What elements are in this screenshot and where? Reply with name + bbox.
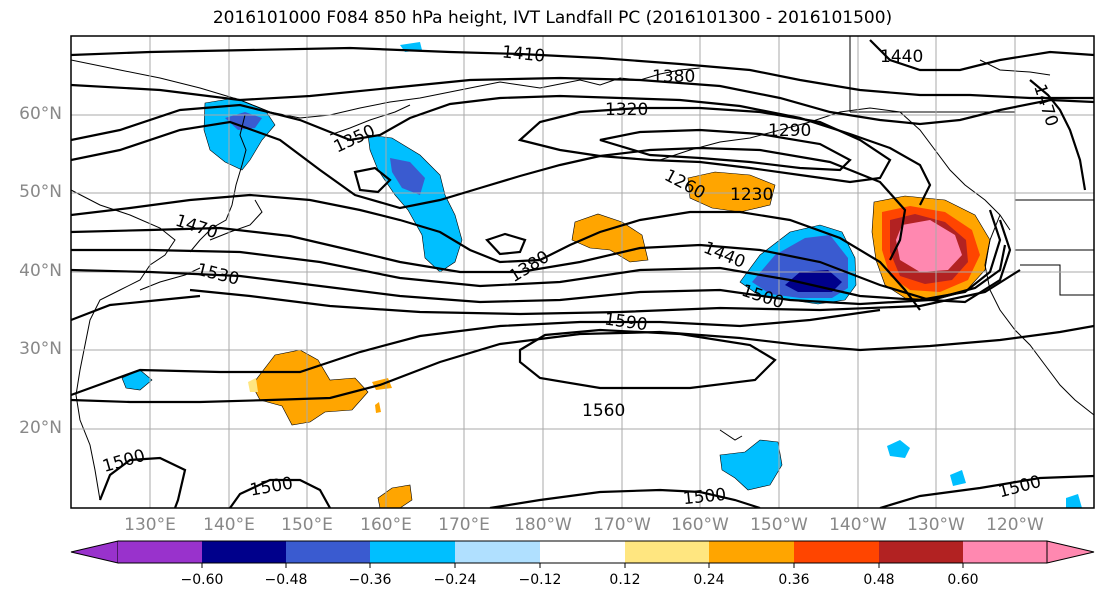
colorbar-tick-label: 0.60: [947, 572, 979, 588]
colorbar-tick-label: −0.60: [180, 572, 224, 588]
ivt-negative-anomaly-shading: [121, 42, 1082, 508]
contour-label: 1560: [582, 401, 625, 421]
lat-label: 30°N: [19, 339, 62, 359]
lon-label: 120°W: [986, 515, 1044, 535]
ivt-positive-anomaly-shading: [248, 171, 991, 508]
lon-label: 140°W: [829, 515, 887, 535]
gridlines: [71, 36, 1094, 508]
contour-label: 1500: [682, 485, 727, 509]
colorbar-min-extend: [70, 540, 119, 564]
lat-label: 60°N: [19, 104, 62, 124]
lon-label: 140°E: [203, 515, 255, 535]
colorbar-tick-label: −0.36: [348, 572, 392, 588]
lon-label: 160°E: [360, 515, 412, 535]
contour-label: 1440: [880, 47, 923, 67]
colorbar-tick-label: 0.36: [778, 572, 810, 588]
lon-label: 130°W: [907, 515, 965, 535]
colorbar-tick-label: 0.48: [863, 572, 895, 588]
figure-title: 2016101000 F084 850 hPa height, IVT Land…: [212, 8, 893, 28]
contour-label: 1320: [605, 100, 648, 120]
lon-label: 130°E: [124, 515, 176, 535]
colorbar-tick-label: −0.24: [433, 572, 477, 588]
lon-label: 150°E: [281, 515, 333, 535]
contour-label: 1290: [768, 121, 811, 141]
lon-label: 170°E: [438, 515, 490, 535]
contour-label: 1380: [652, 67, 695, 87]
lon-label: 150°W: [750, 515, 808, 535]
colorbar-tick-label: −0.48: [264, 572, 308, 588]
colorbar-max-extend: [1046, 540, 1095, 564]
colorbar-tick-label: 0.12: [609, 572, 641, 588]
colorbar-tick-label: −0.12: [518, 572, 562, 588]
lon-label: 170°W: [593, 515, 651, 535]
contour-label: 1230: [730, 185, 773, 205]
lon-label: 180°W: [514, 515, 572, 535]
lon-label: 160°W: [671, 515, 729, 535]
contour-label: 1410: [501, 42, 546, 66]
colorbar-tick-label: 0.24: [693, 572, 725, 588]
lat-label: 40°N: [19, 261, 62, 281]
height-contours: [71, 39, 1094, 508]
lat-label: 20°N: [19, 418, 62, 438]
map-frame: [70, 35, 1095, 509]
lat-label: 50°N: [19, 182, 62, 202]
colorbar: [70, 540, 1095, 568]
